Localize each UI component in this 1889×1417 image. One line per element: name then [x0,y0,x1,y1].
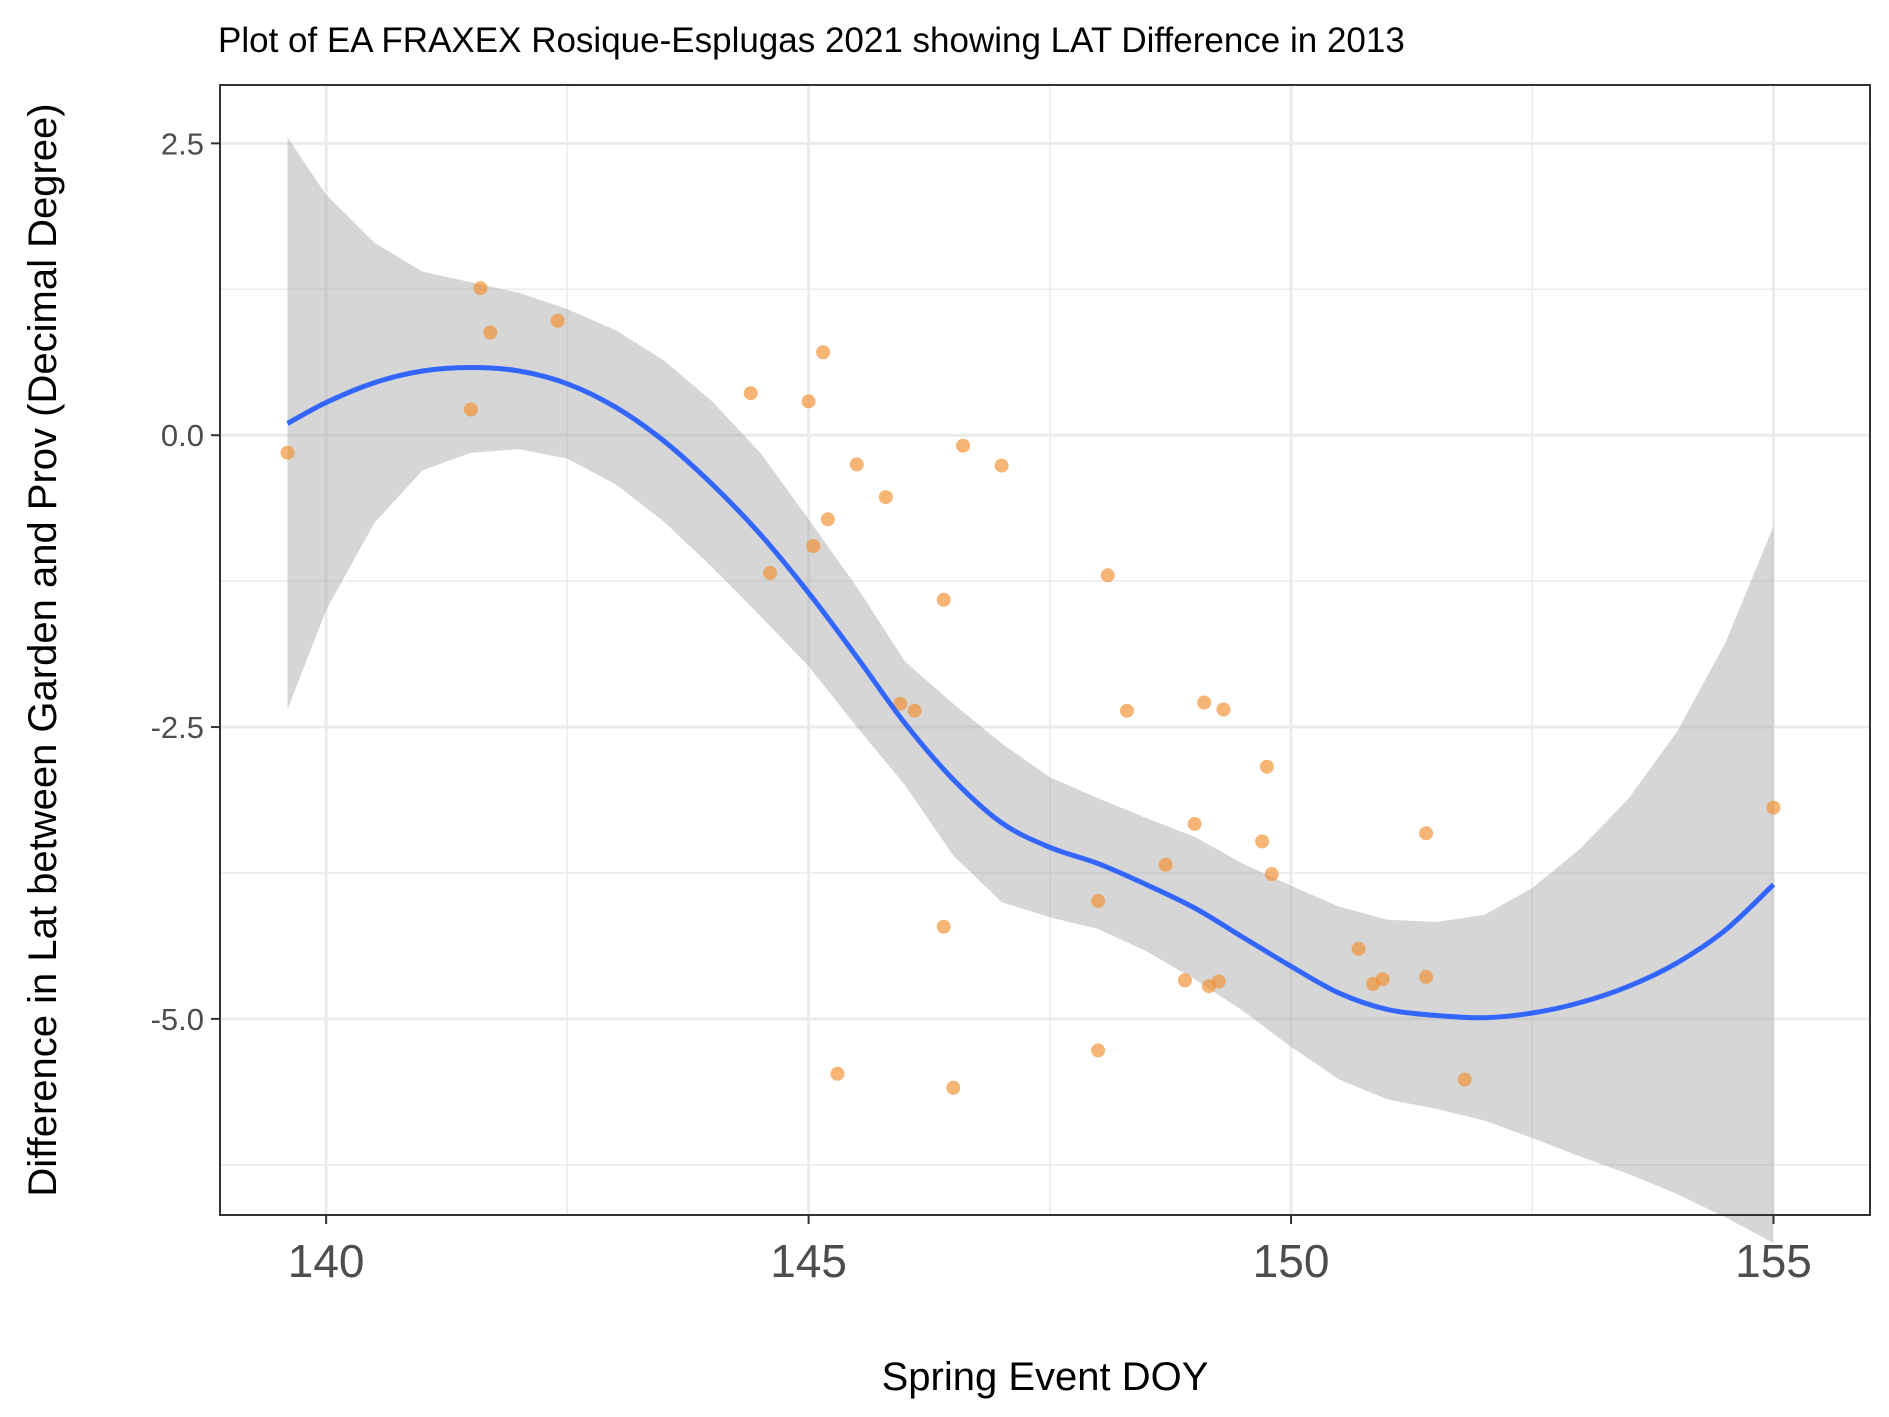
y-axis-title: Difference in Lat between Garden and Pro… [21,103,65,1196]
data-point [1255,834,1270,849]
data-point [1375,972,1390,987]
data-point [1187,816,1202,831]
y-tick-label: -5.0 [151,1002,204,1037]
y-tick-label: -2.5 [151,710,204,745]
data-point [878,490,893,505]
plot-panel-background [220,85,1870,1215]
data-point [550,313,565,328]
data-point [956,438,970,453]
chart-title: Plot of EA FRAXEX Rosique-Esplugas 2021 … [218,21,1405,60]
data-point [280,445,295,460]
data-point [1457,1072,1472,1087]
major-gridlines [220,85,1870,1215]
data-point [483,325,498,340]
data-point [1091,894,1106,908]
x-tick-label: 145 [770,1235,847,1287]
plot-panel-border [219,84,1871,1216]
data-point [743,386,758,401]
x-tick-label: 155 [1735,1235,1812,1287]
minor-gridlines [220,85,1870,1215]
y-axis-ticks: 2.5 0.0 -2.5 -5.0 [151,126,220,1037]
y-tick-label: 2.5 [161,126,204,161]
data-point [994,458,1009,473]
data-point [1197,695,1212,710]
data-point [463,402,478,417]
confidence-band [287,137,1774,1243]
data-point [1259,759,1274,774]
x-tick-label: 150 [1253,1235,1330,1287]
data-point [1216,702,1231,717]
data-point [1419,826,1434,841]
data-point [1120,703,1134,718]
data-point [946,1080,961,1095]
data-point [1419,969,1434,984]
data-point [1351,941,1366,956]
data-point [763,566,777,580]
smooth-trend-line [286,364,1776,1021]
x-axis-ticks: 140 145 150 155 [288,1215,1812,1287]
x-axis-title: Spring Event DOY [882,1355,1209,1399]
data-point [830,1066,845,1081]
data-point [820,512,835,527]
data-point [1211,974,1226,989]
data-point [1091,1043,1106,1058]
data-point [936,919,951,934]
data-point [1177,973,1192,988]
data-point [936,592,951,607]
data-point [816,345,831,360]
data-point [1158,857,1173,872]
data-point [473,281,488,296]
data-point [1100,568,1115,583]
data-point [806,539,821,554]
data-point [1766,800,1781,815]
data-point [907,703,922,718]
x-tick-label: 140 [288,1235,365,1287]
data-point [801,394,816,409]
data-point [893,696,908,711]
y-tick-label: 0.0 [161,418,204,453]
data-point [1264,867,1279,882]
data-points [280,281,1781,1095]
data-point [849,457,864,472]
